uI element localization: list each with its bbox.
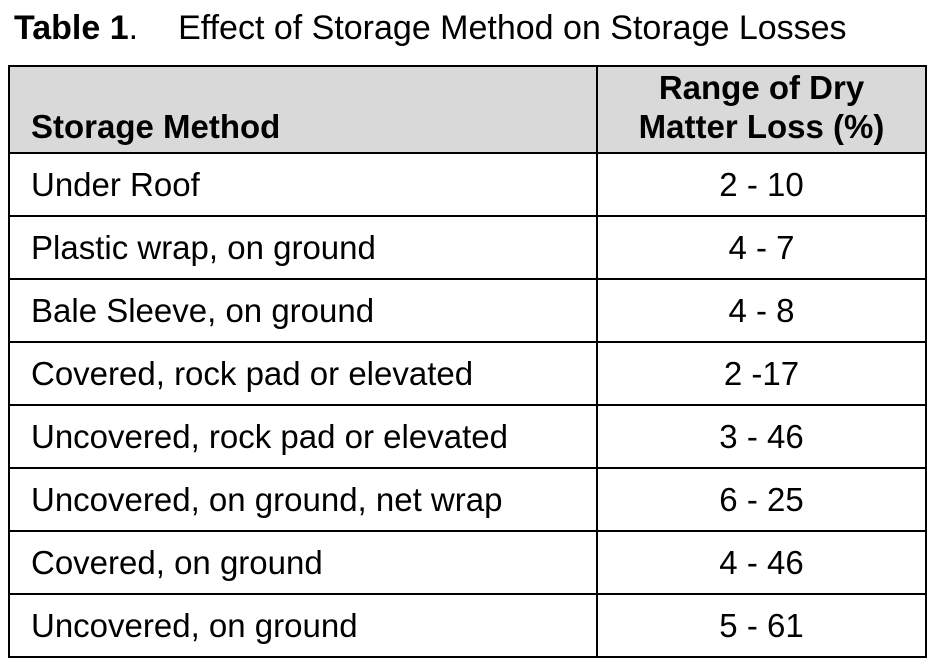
storage-method-header: Storage Method bbox=[8, 65, 598, 154]
table-number: Table 1 bbox=[14, 9, 129, 47]
dry-matter-loss-cell: 4 - 46 bbox=[596, 530, 927, 595]
dry-matter-loss-header-line-2: Matter Loss (%) bbox=[638, 108, 885, 145]
table-body: Under Roof 2 - 10 Plastic wrap, on groun… bbox=[8, 152, 927, 658]
storage-method-cell: Plastic wrap, on ground bbox=[8, 215, 598, 280]
storage-loss-table: Storage Method Range of Dry Matter Loss … bbox=[8, 65, 927, 658]
table-row: Covered, rock pad or elevated 2 -17 bbox=[8, 341, 927, 406]
storage-method-cell: Uncovered, on ground bbox=[8, 593, 598, 658]
dry-matter-loss-cell: 6 - 25 bbox=[596, 467, 927, 532]
table-row: Uncovered, rock pad or elevated 3 - 46 bbox=[8, 404, 927, 469]
storage-method-cell: Uncovered, rock pad or elevated bbox=[8, 404, 598, 469]
storage-method-cell: Uncovered, on ground, net wrap bbox=[8, 467, 598, 532]
table-caption: Table 1. Effect of Storage Method on Stor… bbox=[14, 4, 847, 52]
dry-matter-loss-cell: 4 - 7 bbox=[596, 215, 927, 280]
table-row: Under Roof 2 - 10 bbox=[8, 152, 927, 217]
storage-method-cell: Under Roof bbox=[8, 152, 598, 217]
header-row: Storage Method Range of Dry Matter Loss … bbox=[8, 65, 927, 154]
table-row: Bale Sleeve, on ground 4 - 8 bbox=[8, 278, 927, 343]
dry-matter-loss-cell: 2 - 10 bbox=[596, 152, 927, 217]
dry-matter-loss-cell: 5 - 61 bbox=[596, 593, 927, 658]
dry-matter-loss-cell: 2 -17 bbox=[596, 341, 927, 406]
dry-matter-loss-header-line-1: Range of Dry bbox=[658, 69, 865, 106]
dry-matter-loss-header: Range of Dry Matter Loss (%) bbox=[596, 65, 927, 154]
dry-matter-loss-cell: 3 - 46 bbox=[596, 404, 927, 469]
storage-method-cell: Covered, rock pad or elevated bbox=[8, 341, 598, 406]
table-row: Uncovered, on ground 5 - 61 bbox=[8, 593, 927, 658]
table-row: Uncovered, on ground, net wrap 6 - 25 bbox=[8, 467, 927, 532]
table-row: Covered, on ground 4 - 46 bbox=[8, 530, 927, 595]
storage-method-cell: Covered, on ground bbox=[8, 530, 598, 595]
table-row: Plastic wrap, on ground 4 - 7 bbox=[8, 215, 927, 280]
table-header: Storage Method Range of Dry Matter Loss … bbox=[8, 65, 927, 154]
table-title: Effect of Storage Method on Storage Loss… bbox=[178, 9, 847, 47]
table-number-period: . bbox=[128, 9, 139, 47]
storage-method-cell: Bale Sleeve, on ground bbox=[8, 278, 598, 343]
dry-matter-loss-cell: 4 - 8 bbox=[596, 278, 927, 343]
